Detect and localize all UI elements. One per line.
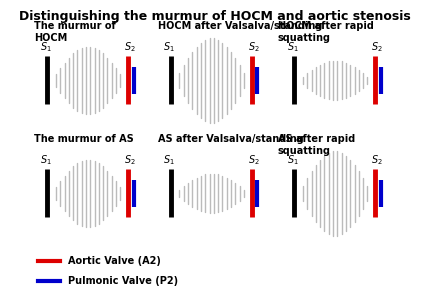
Text: Aortic Valve (A2): Aortic Valve (A2) xyxy=(68,256,160,266)
Text: $S_2$: $S_2$ xyxy=(372,40,383,54)
Text: $S_1$: $S_1$ xyxy=(163,153,175,167)
Text: Distinguishing the murmur of HOCM and aortic stenosis: Distinguishing the murmur of HOCM and ao… xyxy=(19,10,411,23)
Text: $S_2$: $S_2$ xyxy=(124,40,136,54)
Text: $S_1$: $S_1$ xyxy=(163,40,175,54)
Text: $S_1$: $S_1$ xyxy=(40,153,52,167)
Text: $S_1$: $S_1$ xyxy=(287,153,299,167)
Text: Pulmonic Valve (P2): Pulmonic Valve (P2) xyxy=(68,276,178,286)
Text: $S_1$: $S_1$ xyxy=(40,40,52,54)
Text: $S_2$: $S_2$ xyxy=(248,40,260,54)
Text: $S_2$: $S_2$ xyxy=(372,153,383,167)
Text: AS after rapid
squatting: AS after rapid squatting xyxy=(278,134,355,156)
Text: $S_1$: $S_1$ xyxy=(287,40,299,54)
Text: HOCM after rapid
squatting: HOCM after rapid squatting xyxy=(278,21,374,43)
Text: The murmur of
HOCM: The murmur of HOCM xyxy=(34,21,116,43)
Text: The murmur of AS: The murmur of AS xyxy=(34,134,134,144)
Text: AS after Valsalva/standing: AS after Valsalva/standing xyxy=(158,134,304,144)
Text: HOCM after Valsalva/standing: HOCM after Valsalva/standing xyxy=(158,21,322,31)
Text: $S_2$: $S_2$ xyxy=(248,153,260,167)
Text: $S_2$: $S_2$ xyxy=(124,153,136,167)
